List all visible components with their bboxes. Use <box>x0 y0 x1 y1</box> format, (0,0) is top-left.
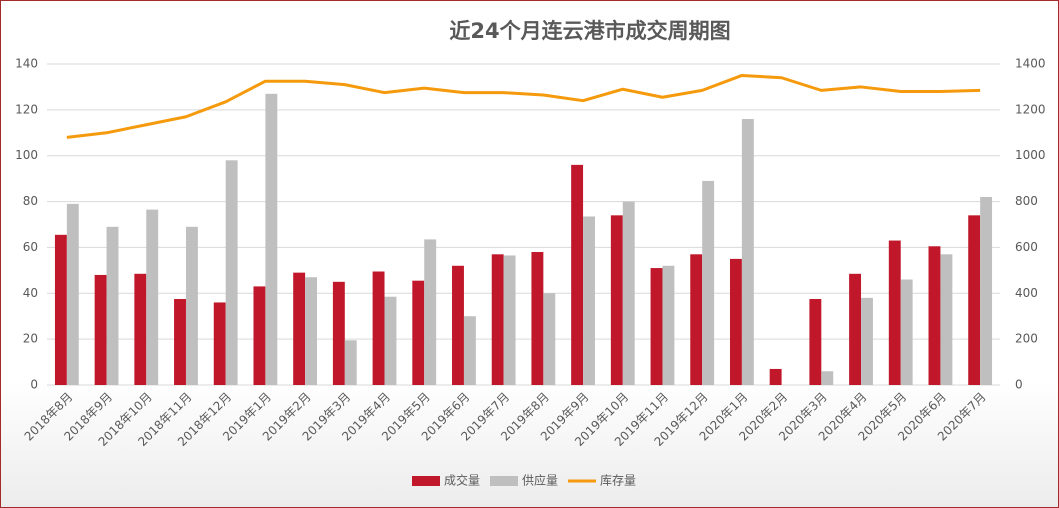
bar <box>531 252 544 385</box>
bar <box>583 216 595 385</box>
bar <box>174 299 186 385</box>
bar <box>491 254 504 385</box>
y-tick-label: 40 <box>23 286 38 300</box>
bar <box>622 201 635 385</box>
bar <box>741 119 754 386</box>
bar <box>702 180 715 385</box>
bar <box>293 272 306 385</box>
legend-label: 库存量 <box>600 473 636 488</box>
bar <box>888 240 901 385</box>
bar <box>94 274 107 385</box>
y-tick-label: 20 <box>23 332 38 346</box>
chart-title: 近24个月连云港市成交周期图 <box>449 19 730 43</box>
y2-tick-label: 800 <box>1015 194 1038 208</box>
line-series <box>66 73 981 139</box>
y2-tick-label: 1200 <box>1015 102 1046 116</box>
legend-label: 成交量 <box>444 473 480 488</box>
legend-swatch <box>490 476 518 486</box>
bar <box>690 254 703 385</box>
bar <box>225 160 238 385</box>
y2-tick-label: 0 <box>1015 378 1023 392</box>
bar <box>571 164 584 385</box>
y-tick-label: 80 <box>23 194 38 208</box>
bar <box>412 280 425 385</box>
bar <box>849 273 862 385</box>
y-tick-label: 0 <box>30 378 38 392</box>
bar <box>332 281 345 385</box>
bar <box>106 226 119 385</box>
bar <box>861 297 873 385</box>
y2-tick-label: 600 <box>1015 240 1038 254</box>
legend-swatch <box>412 476 440 486</box>
bar <box>821 371 834 385</box>
bar <box>424 239 437 385</box>
bar <box>928 246 941 385</box>
y-tick-label: 60 <box>23 240 38 254</box>
bar <box>452 265 464 385</box>
bar <box>940 254 953 385</box>
y2-tick-label: 200 <box>1015 332 1038 346</box>
bar <box>384 296 397 385</box>
legend-label: 供应量 <box>522 473 558 488</box>
bar <box>372 271 385 385</box>
bar <box>729 258 742 385</box>
bar <box>809 299 822 385</box>
bar <box>980 196 993 385</box>
bar <box>650 268 663 385</box>
y-tick-label: 120 <box>15 102 38 116</box>
bar <box>662 265 675 385</box>
bar <box>54 234 67 385</box>
bar <box>968 215 981 385</box>
bar <box>146 209 159 385</box>
bar <box>503 255 516 385</box>
bar <box>66 203 79 385</box>
y-tick-label: 140 <box>15 57 38 71</box>
bar <box>253 286 266 385</box>
bar <box>134 273 147 385</box>
bar <box>344 340 357 385</box>
bar <box>900 279 913 385</box>
bar <box>463 316 476 385</box>
bar <box>213 302 226 385</box>
bar <box>265 93 278 386</box>
y2-tick-label: 1000 <box>1015 148 1046 162</box>
bar <box>305 277 318 385</box>
bar <box>769 368 782 385</box>
y-tick-label: 100 <box>15 148 38 162</box>
y2-tick-label: 400 <box>1015 286 1038 300</box>
bar <box>543 293 556 385</box>
bar <box>610 215 623 385</box>
y2-tick-label: 1400 <box>1015 57 1046 71</box>
bar <box>185 226 198 385</box>
